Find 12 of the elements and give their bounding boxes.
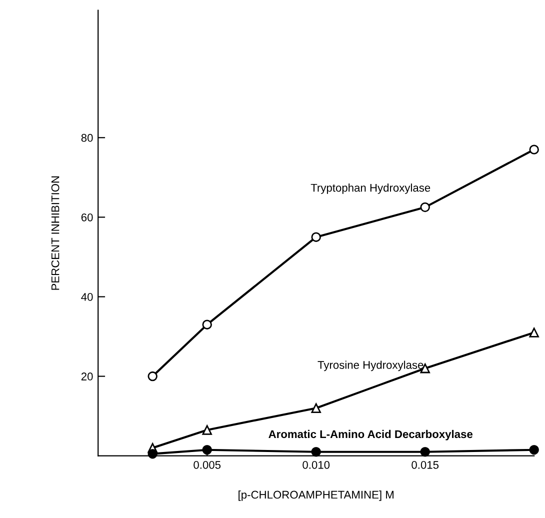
x-tick-label: 0.015 — [412, 460, 439, 469]
x-tick-label: 0.005 — [194, 460, 221, 469]
series-label: Aromatic L-Amino Acid Decarboxylase — [268, 430, 473, 440]
x-axis-title: [p-CHLOROAMPHETAMINE] M — [238, 490, 394, 501]
series-label: Tryptophan Hydroxylase — [310, 184, 430, 194]
y-tick-label: 80 — [81, 134, 93, 142]
series-label: Tyrosine Hydroxylase — [318, 360, 424, 372]
x-tick-label: 0.010 — [302, 460, 330, 469]
y-axis-title: PERCENT INHIBITION — [51, 176, 60, 290]
y-tick-label: 20 — [81, 372, 93, 380]
y-tick-label: 60 — [81, 213, 93, 222]
y-tick-label: 40 — [81, 293, 93, 301]
